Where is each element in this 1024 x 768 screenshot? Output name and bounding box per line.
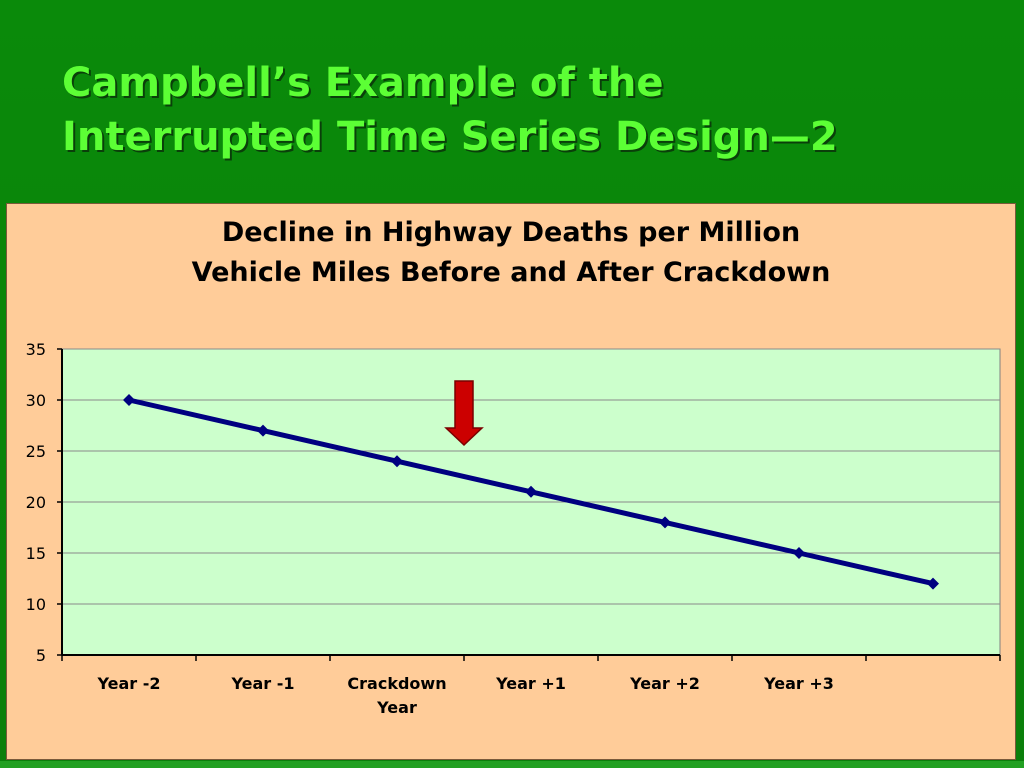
y-tick-label: 30 — [26, 391, 46, 410]
data-point — [391, 455, 403, 468]
y-tick-label: 15 — [26, 544, 46, 563]
data-point — [927, 577, 939, 590]
x-tick-label: Year — [376, 698, 417, 717]
data-point — [525, 485, 537, 498]
x-tick-label: Year +1 — [495, 674, 566, 693]
y-tick-label: 20 — [26, 493, 46, 512]
slide-title: Campbell’s Example of the Interrupted Ti… — [62, 56, 1002, 164]
y-tick-label: 25 — [26, 442, 46, 461]
y-tick-label: 10 — [26, 595, 46, 614]
y-tick-label: 35 — [26, 340, 46, 359]
y-tick-label: 5 — [36, 646, 46, 665]
data-point — [659, 516, 671, 529]
x-tick-label: Year -2 — [97, 674, 161, 693]
data-point — [257, 424, 269, 437]
crackdown-arrow-icon — [444, 380, 484, 447]
chart-title-line-1: Decline in Highway Deaths per Million — [222, 217, 800, 248]
data-point — [123, 394, 135, 406]
x-tick-label: Year +3 — [763, 674, 834, 693]
data-point — [793, 547, 805, 559]
slide-title-line-2: Interrupted Time Series Design—2 — [62, 114, 838, 160]
bottom-accent-bar — [0, 761, 1024, 768]
x-tick-label: Year -1 — [231, 674, 295, 693]
x-tick-label: Crackdown — [347, 674, 446, 693]
x-tick-label: Year +2 — [629, 674, 700, 693]
slide-title-line-1: Campbell’s Example of the — [62, 60, 664, 106]
chart-title-line-2: Vehicle Miles Before and After Crackdown — [192, 257, 831, 288]
